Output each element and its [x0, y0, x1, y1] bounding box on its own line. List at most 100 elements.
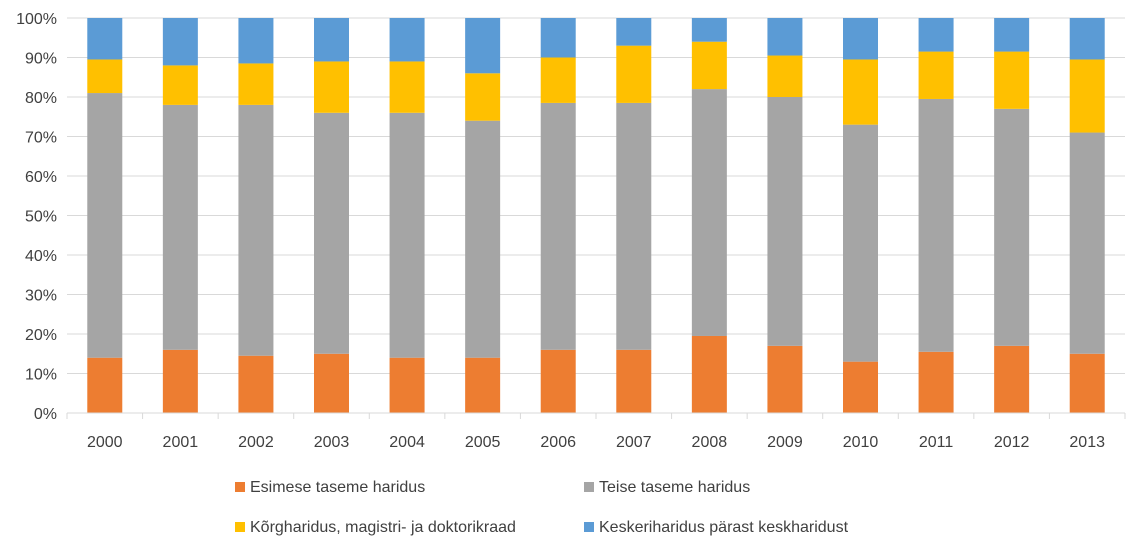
bar-segment-esimese-taseme-haridus-2007: [616, 349, 652, 413]
bar-segment-esimese-taseme-haridus-2003: [314, 353, 349, 413]
x-tick-label: 2003: [314, 434, 350, 451]
bar-segment-korgharidus-magistri-ja-doktorikraad-2010: [843, 59, 878, 125]
legend-swatch: [584, 522, 594, 532]
y-tick-label: 30%: [25, 288, 57, 305]
bar-segment-korgharidus-magistri-ja-doktorikraad-2012: [994, 51, 1030, 109]
x-tick-label: 2005: [465, 434, 501, 451]
bar-segment-esimese-taseme-haridus-2000: [87, 357, 123, 413]
axes: [66, 412, 1126, 419]
bar-segment-teise-taseme-haridus-2006: [540, 102, 576, 350]
x-tick-label: 2001: [163, 434, 199, 451]
bar-segment-esimese-taseme-haridus-2006: [540, 349, 576, 413]
legend-label: Teise taseme haridus: [599, 479, 750, 496]
bar-segment-korgharidus-magistri-ja-doktorikraad-2000: [87, 59, 123, 94]
legend-swatch: [235, 522, 245, 532]
bar-segment-keskeriharidus-parast-keskharidust-2010: [843, 18, 878, 60]
legend-item-korgharidus-magistri-ja-doktorikraad: Kõrgharidus, magistri- ja doktorikraad: [235, 519, 516, 536]
y-tick-labels: 0% 10% 20% 30% 40% 50% 60% 70% 80% 90% 100%: [16, 11, 57, 423]
bar-segment-keskeriharidus-parast-keskharidust-2011: [918, 18, 954, 52]
x-tick-label: 2012: [994, 434, 1030, 451]
x-tick-label: 2000: [87, 434, 123, 451]
y-tick-label: 10%: [25, 367, 57, 384]
x-tick-label: 2006: [540, 434, 576, 451]
x-tick-label: 2013: [1069, 434, 1105, 451]
bar-segment-teise-taseme-haridus-2005: [465, 120, 501, 358]
bar-segment-keskeriharidus-parast-keskharidust-2004: [389, 18, 425, 62]
bar-segment-esimese-taseme-haridus-2001: [162, 349, 198, 413]
bar-segment-esimese-taseme-haridus-2012: [994, 345, 1030, 413]
bar-segment-esimese-taseme-haridus-2005: [465, 357, 501, 413]
bar-segment-esimese-taseme-haridus-2002: [238, 355, 274, 413]
bar-segment-korgharidus-magistri-ja-doktorikraad-2005: [465, 73, 501, 121]
x-tick-label: 2008: [692, 434, 728, 451]
bar-segment-korgharidus-magistri-ja-doktorikraad-2006: [540, 57, 576, 103]
y-tick-label: 80%: [25, 90, 57, 107]
bar-segment-esimese-taseme-haridus-2008: [691, 335, 727, 413]
bar-segment-keskeriharidus-parast-keskharidust-2007: [616, 18, 652, 46]
y-tick-label: 40%: [25, 248, 57, 265]
x-tick-label: 2010: [843, 434, 879, 451]
bar-segment-teise-taseme-haridus-2002: [238, 104, 274, 356]
y-tick-label: 70%: [25, 130, 57, 147]
bar-segment-esimese-taseme-haridus-2010: [843, 361, 878, 413]
bar-segment-teise-taseme-haridus-2009: [767, 97, 803, 346]
bar-segment-korgharidus-magistri-ja-doktorikraad-2004: [389, 61, 425, 113]
bar-segment-teise-taseme-haridus-2001: [162, 104, 198, 350]
bar-segment-esimese-taseme-haridus-2009: [767, 345, 803, 413]
x-tick-label: 2004: [389, 434, 425, 451]
bar-segment-korgharidus-magistri-ja-doktorikraad-2009: [767, 55, 803, 97]
bar-segment-teise-taseme-haridus-2010: [843, 124, 878, 362]
bar-segment-teise-taseme-haridus-2011: [918, 98, 954, 352]
legend-swatch: [584, 482, 594, 492]
y-tick-label: 90%: [25, 51, 57, 68]
bar-segment-keskeriharidus-parast-keskharidust-2012: [994, 18, 1030, 52]
gridlines: [67, 17, 1125, 374]
bar-segment-esimese-taseme-haridus-2004: [389, 357, 425, 413]
x-tick-label: 2002: [238, 434, 274, 451]
y-tick-label: 0%: [34, 406, 57, 423]
bar-segment-korgharidus-magistri-ja-doktorikraad-2001: [162, 65, 198, 105]
bar-segment-keskeriharidus-parast-keskharidust-2002: [238, 18, 274, 64]
bar-segment-korgharidus-magistri-ja-doktorikraad-2002: [238, 63, 274, 105]
legend-label: Keskeriharidus pärast keskharidust: [599, 519, 849, 536]
x-tick-labels: 2000 2001 2002 2003 2004 2005 2006 2007 2008 2009…: [87, 434, 1105, 451]
y-tick-label: 100%: [16, 11, 57, 28]
bar-segment-keskeriharidus-parast-keskharidust-2009: [767, 18, 803, 56]
x-tick-label: 2007: [616, 434, 652, 451]
legend-item-keskeriharidus-parast-keskharidust: Keskeriharidus pärast keskharidust: [584, 519, 849, 536]
legend-label: Esimese taseme haridus: [250, 479, 425, 496]
bar-segment-keskeriharidus-parast-keskharidust-2006: [540, 18, 576, 58]
bar-segment-teise-taseme-haridus-2000: [87, 93, 123, 358]
bar-segment-keskeriharidus-parast-keskharidust-2001: [162, 18, 198, 66]
bar-segment-keskeriharidus-parast-keskharidust-2013: [1069, 18, 1105, 60]
x-tick-label: 2011: [919, 434, 954, 451]
bar-segment-korgharidus-magistri-ja-doktorikraad-2007: [616, 45, 652, 103]
bar-segment-teise-taseme-haridus-2004: [389, 112, 425, 358]
bar-segment-korgharidus-magistri-ja-doktorikraad-2003: [314, 61, 349, 113]
y-tick-label: 60%: [25, 169, 57, 186]
bar-segment-keskeriharidus-parast-keskharidust-2000: [87, 18, 123, 60]
bar-segment-keskeriharidus-parast-keskharidust-2008: [691, 18, 727, 42]
bars: [87, 18, 1105, 413]
legend-item-teise-taseme-haridus: Teise taseme haridus: [584, 479, 750, 496]
bar-segment-keskeriharidus-parast-keskharidust-2003: [314, 18, 349, 62]
bar-segment-esimese-taseme-haridus-2011: [918, 351, 954, 413]
x-tick-label: 2009: [767, 434, 803, 451]
bar-segment-teise-taseme-haridus-2003: [314, 112, 349, 354]
bar-segment-teise-taseme-haridus-2012: [994, 108, 1030, 346]
bar-segment-teise-taseme-haridus-2007: [616, 102, 652, 350]
y-tick-label: 20%: [25, 327, 57, 344]
legend: Esimese taseme haridus Teise taseme harid…: [235, 479, 849, 536]
legend-label: Kõrgharidus, magistri- ja doktorikraad: [250, 519, 516, 536]
bar-segment-korgharidus-magistri-ja-doktorikraad-2013: [1069, 59, 1105, 133]
bar-segment-keskeriharidus-parast-keskharidust-2005: [465, 18, 501, 74]
bar-segment-esimese-taseme-haridus-2013: [1069, 353, 1105, 413]
bar-segment-korgharidus-magistri-ja-doktorikraad-2008: [691, 41, 727, 90]
bar-segment-korgharidus-magistri-ja-doktorikraad-2011: [918, 51, 954, 99]
y-tick-label: 50%: [25, 209, 57, 226]
bar-segment-teise-taseme-haridus-2013: [1069, 132, 1105, 354]
legend-item-esimese-taseme-haridus: Esimese taseme haridus: [235, 479, 425, 496]
legend-swatch: [235, 482, 245, 492]
bar-segment-teise-taseme-haridus-2008: [691, 89, 727, 336]
